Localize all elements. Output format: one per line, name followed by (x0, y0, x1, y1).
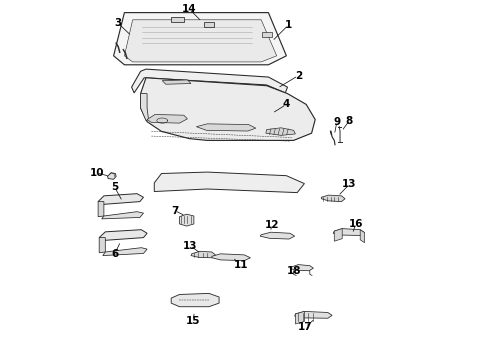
Bar (204, 22, 215, 27)
Text: 2: 2 (294, 71, 302, 81)
Polygon shape (98, 194, 144, 204)
Text: 12: 12 (265, 220, 279, 230)
Polygon shape (103, 248, 147, 256)
Text: 10: 10 (90, 168, 104, 178)
Text: 13: 13 (183, 240, 197, 251)
Polygon shape (179, 214, 194, 226)
Polygon shape (290, 265, 314, 271)
Polygon shape (132, 69, 288, 93)
Polygon shape (154, 172, 304, 193)
Text: 1: 1 (285, 20, 292, 30)
Polygon shape (141, 78, 315, 140)
Bar (262, 32, 272, 37)
Text: 14: 14 (182, 4, 196, 14)
Text: 17: 17 (298, 322, 313, 332)
Polygon shape (162, 80, 191, 84)
Polygon shape (114, 13, 286, 65)
Polygon shape (266, 128, 295, 135)
Polygon shape (99, 230, 147, 240)
Text: 15: 15 (186, 316, 200, 326)
Polygon shape (334, 229, 342, 241)
Text: 3: 3 (115, 18, 122, 28)
Polygon shape (212, 254, 250, 261)
Polygon shape (196, 124, 256, 131)
Polygon shape (171, 293, 219, 307)
Polygon shape (107, 173, 116, 179)
Polygon shape (260, 232, 294, 239)
Polygon shape (294, 311, 332, 318)
Polygon shape (99, 238, 105, 253)
Polygon shape (295, 311, 304, 324)
Text: 6: 6 (111, 249, 118, 259)
Polygon shape (102, 212, 144, 219)
Polygon shape (124, 20, 277, 62)
Polygon shape (147, 114, 187, 123)
Polygon shape (333, 229, 365, 235)
Polygon shape (98, 202, 104, 217)
Text: 13: 13 (342, 179, 357, 189)
Text: 5: 5 (111, 182, 118, 192)
Text: 7: 7 (171, 206, 178, 216)
Text: 4: 4 (283, 99, 290, 109)
Polygon shape (321, 195, 345, 202)
Text: 8: 8 (346, 116, 353, 126)
Text: 9: 9 (333, 117, 341, 127)
Bar (171, 17, 184, 22)
Text: 11: 11 (233, 260, 248, 270)
Polygon shape (191, 251, 216, 258)
Text: 18: 18 (286, 266, 301, 276)
Polygon shape (360, 230, 365, 243)
Text: 16: 16 (348, 219, 363, 229)
Polygon shape (141, 94, 148, 121)
